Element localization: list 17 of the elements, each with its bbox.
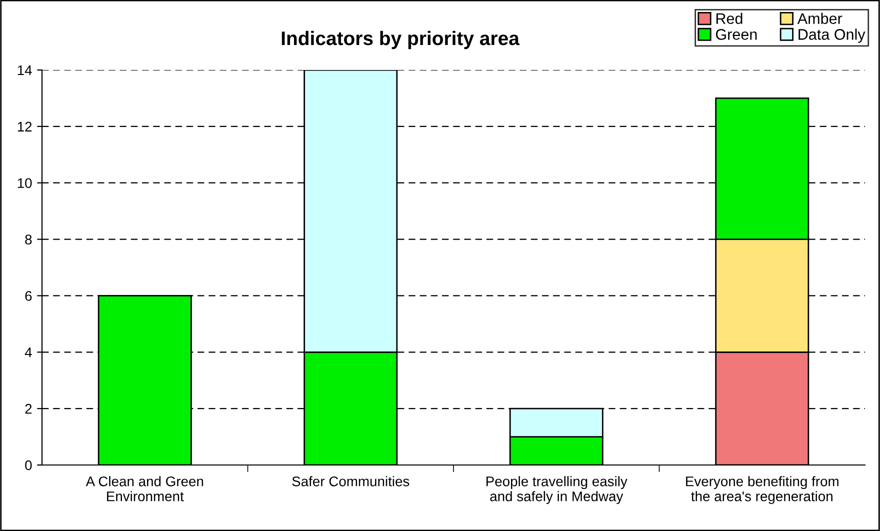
x-tick-label: Everyone benefiting from the area's regeneration — [686, 476, 838, 504]
x-tick-label: A Clean and Green Environment — [86, 476, 204, 502]
x-tick-label: People travelling easily and safely in Medway — [486, 476, 628, 504]
y-tick-label: 12 — [18, 122, 32, 132]
legend-label: Red — [716, 12, 742, 24]
y-tick-label: 6 — [25, 291, 32, 301]
y-tick-label: 14 — [18, 65, 32, 76]
y-tick-label: 8 — [25, 234, 32, 244]
y-tick-label: 0 — [25, 460, 32, 470]
legend-label: Data Only — [798, 28, 866, 43]
x-tick-label: Safer Communities — [292, 476, 410, 486]
legend-label: Green — [716, 29, 757, 40]
y-tick-label: 10 — [18, 178, 32, 188]
y-tick-label: 2 — [25, 404, 32, 414]
y-tick-label: 4 — [24, 348, 32, 358]
chart-title: Indicators by priority area — [282, 30, 520, 50]
legend-label: Amber — [797, 12, 842, 24]
